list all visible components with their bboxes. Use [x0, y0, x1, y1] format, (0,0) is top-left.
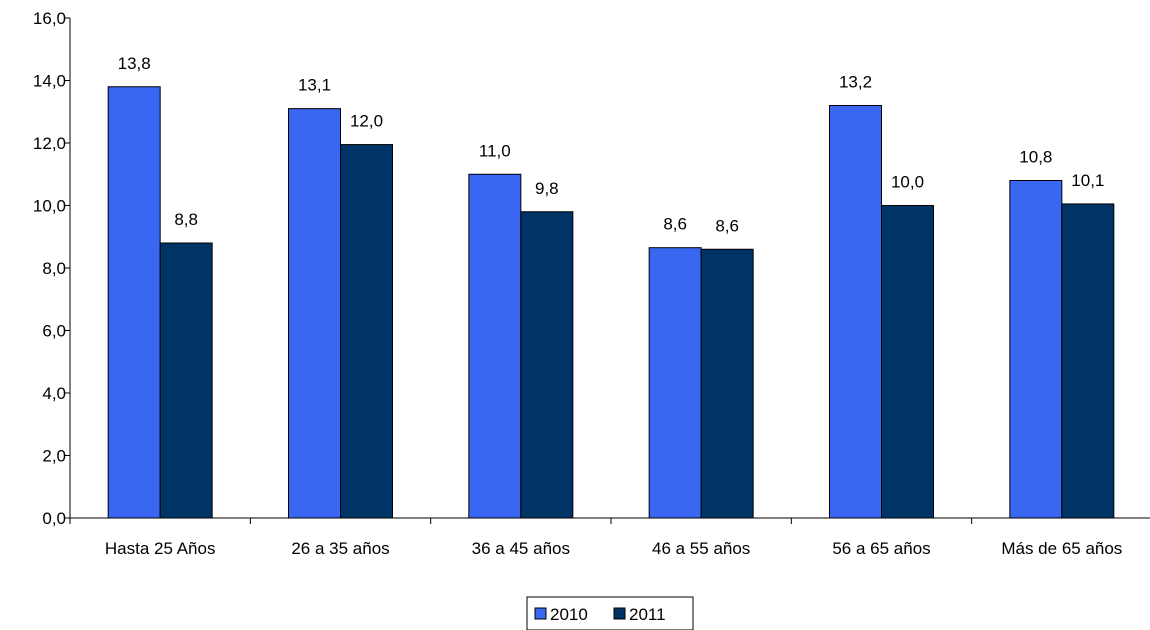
bar-2011 [159, 242, 213, 519]
y-tick-label: 12,0 [33, 134, 66, 153]
y-tick-label: 14,0 [33, 72, 66, 91]
bar-2010 [829, 105, 882, 519]
legend-label-2011: 2011 [629, 605, 666, 624]
data-label: 10,1 [1071, 171, 1104, 190]
y-tick-label: 6,0 [42, 322, 66, 341]
y-tick-label: 10,0 [33, 197, 66, 216]
x-category-label: Hasta 25 Años [105, 539, 216, 558]
data-label: 10,8 [1019, 148, 1052, 167]
x-category-label: Más de 65 años [1001, 539, 1122, 558]
data-label: 11,0 [479, 141, 511, 160]
bar-2010 [107, 86, 161, 519]
data-label: 13,8 [118, 54, 151, 73]
legend: 2010 2011 [526, 596, 694, 630]
y-tick-label: 2,0 [42, 447, 66, 466]
bar-2010 [288, 108, 341, 519]
bar-2010 [1009, 180, 1063, 519]
data-label: 9,8 [535, 179, 559, 198]
y-axis: 0,0 2,0 4,0 6,0 8,0 10,0 12,0 14,0 16,0 [33, 9, 71, 528]
bar-2011 [881, 205, 934, 519]
x-axis: Hasta 25 Años 26 a 35 años 36 a 45 años 46 … [69, 517, 1150, 558]
legend-label-2010: 2010 [550, 605, 588, 624]
y-tick-label: 4,0 [42, 384, 66, 403]
bar-2010 [468, 173, 522, 519]
bars [107, 86, 1115, 519]
legend-swatch-2010 [534, 607, 547, 620]
y-tick-label: 16,0 [33, 9, 66, 28]
bar-2011 [520, 211, 574, 519]
legend-swatch-2011 [613, 607, 626, 620]
y-tick-label: 8,0 [42, 259, 66, 278]
data-label: 13,1 [298, 76, 331, 95]
bar-2011 [340, 144, 393, 519]
y-tick-label: 0,0 [42, 509, 66, 528]
x-category-label: 56 a 65 años [832, 539, 930, 558]
bar-2011 [1061, 203, 1115, 519]
bar-2010 [648, 247, 702, 519]
data-labels: 13,8 8,8 13,1 12,0 11,0 9,8 8,6 8,6 13,2 10,0 10,8… [118, 54, 1105, 236]
x-category-label: 26 a 35 años [291, 539, 389, 558]
data-label: 8,8 [174, 210, 198, 229]
data-label: 13,2 [839, 73, 872, 92]
data-label: 10,0 [891, 173, 924, 192]
bar-2011 [700, 248, 754, 519]
x-category-label: 46 a 55 años [652, 539, 750, 558]
data-label: 8,6 [715, 216, 739, 235]
data-label: 12,0 [350, 112, 383, 131]
legend-box [526, 596, 694, 630]
data-label: 8,6 [663, 215, 687, 234]
x-category-label: 36 a 45 años [472, 539, 570, 558]
